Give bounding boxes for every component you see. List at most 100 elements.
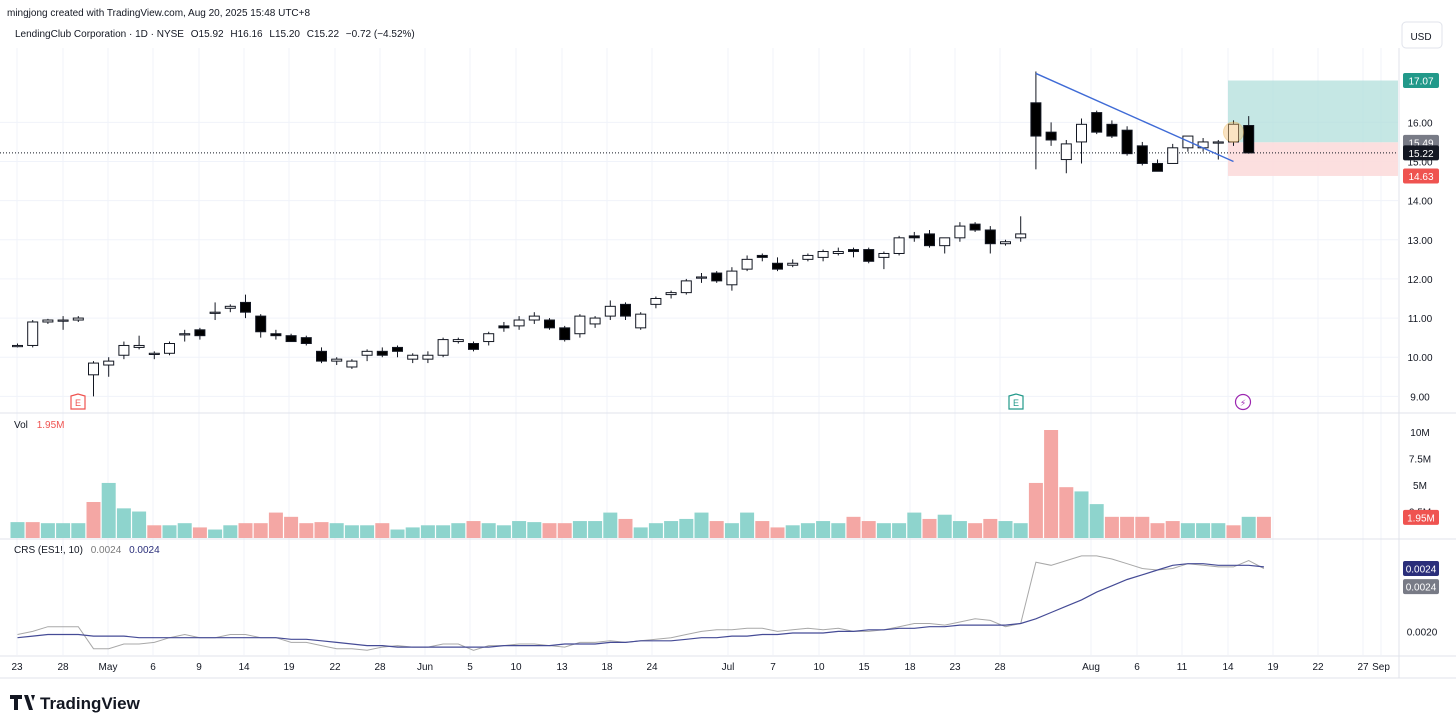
volume-bar	[147, 525, 162, 538]
candle-body	[1152, 162, 1163, 172]
candle-body	[954, 225, 966, 239]
volume-bar	[664, 521, 679, 538]
candle-body	[255, 315, 267, 333]
volume-bar	[177, 523, 192, 538]
candle-body	[331, 358, 343, 362]
candle-body	[787, 262, 799, 266]
tradingview-logo[interactable]: TradingView	[10, 694, 141, 713]
candle-body	[224, 305, 236, 309]
volume-bar	[512, 521, 527, 538]
candle-body	[1015, 233, 1027, 239]
time-tick-label: 15	[858, 662, 870, 673]
candle-body	[316, 350, 327, 362]
candle-body	[361, 350, 373, 356]
time-tick-label: May	[99, 662, 118, 673]
candle-body	[544, 319, 555, 329]
candle-body	[1136, 145, 1148, 164]
target-price-tag-bg	[1403, 72, 1439, 88]
candle-body	[620, 303, 631, 317]
volume-bar	[542, 523, 557, 538]
earnings-marker-label: E	[1013, 398, 1019, 408]
volume-bar	[633, 527, 648, 538]
candle-body	[1045, 131, 1057, 141]
volume-tick-label: 10M	[1410, 428, 1429, 439]
candle-body	[1121, 129, 1133, 155]
candle-body	[726, 270, 738, 286]
time-tick-label: 7	[770, 662, 776, 673]
volume-bar	[1180, 523, 1195, 538]
volume-bar	[1165, 521, 1180, 538]
time-tick-label: 18	[601, 662, 613, 673]
ohlc-low: L15.20	[269, 29, 300, 40]
volume-bar	[40, 523, 55, 538]
candle-body	[817, 251, 829, 258]
volume-bar	[1135, 516, 1150, 538]
candle-body	[452, 339, 464, 343]
time-tick-label: 24	[646, 662, 658, 673]
volume-bar	[724, 523, 739, 538]
candle-body	[711, 272, 723, 282]
candle-body	[27, 321, 39, 346]
time-tick-label: 14	[238, 662, 250, 673]
candle-body	[908, 235, 920, 239]
volume-bar	[1196, 523, 1211, 538]
crs-fast-line	[17, 555, 1265, 651]
event-markers[interactable]: E E ⚡	[70, 393, 1252, 411]
candle-body	[741, 258, 753, 270]
candle-body	[589, 317, 601, 325]
candle-body	[696, 276, 707, 279]
volume-bar	[268, 512, 283, 538]
price-tick-label: 12.00	[1407, 275, 1432, 286]
time-tick-label: Jul	[722, 662, 735, 673]
volume-bar	[86, 502, 101, 538]
volume-bar	[1241, 516, 1256, 538]
volume-bar	[314, 522, 329, 538]
crs-slow-tag: 0.0024	[1406, 564, 1437, 575]
candle-body	[407, 354, 419, 360]
volume-bar	[253, 523, 268, 538]
trendline-drawing[interactable]	[1035, 72, 1234, 163]
volume-bar	[238, 523, 253, 538]
volume-bar	[679, 518, 694, 538]
time-tick-label: 9	[196, 662, 202, 673]
dividend-event-marker	[1234, 393, 1252, 411]
price-tick-label: 16.00	[1407, 118, 1432, 129]
long-position-tool[interactable]	[0, 80, 1398, 176]
time-tick-label: Jun	[417, 662, 433, 673]
earnings-marker-label: E	[75, 398, 81, 408]
candle-body	[1212, 141, 1224, 144]
volume-bar	[344, 525, 359, 538]
ohlc-change: −0.72 (−4.52%)	[346, 29, 415, 40]
volume-bar	[10, 522, 25, 538]
candle-body	[939, 237, 951, 247]
currency-button[interactable]	[1401, 21, 1443, 49]
time-tick-label: 6	[1134, 662, 1140, 673]
time-tick-label: 13	[556, 662, 568, 673]
candle-body	[680, 280, 692, 294]
earnings-marker	[70, 393, 86, 410]
stop-price-tag-bg	[1403, 168, 1439, 184]
volume-legend-value: 1.95M	[37, 420, 65, 431]
time-tick-label: 27	[1357, 662, 1369, 673]
volume-bar	[284, 516, 299, 538]
volume-bar	[1013, 523, 1028, 538]
volume-bar	[952, 521, 967, 538]
time-tick-label: 10	[510, 662, 522, 673]
candle-body	[513, 319, 525, 327]
candle-body	[42, 319, 54, 323]
time-tick-label: 22	[1312, 662, 1324, 673]
candle-body	[1106, 123, 1118, 137]
price-tick-label: 14.00	[1407, 197, 1432, 208]
volume-bar	[481, 523, 496, 538]
volume-bar	[572, 521, 587, 538]
volume-bar	[223, 525, 238, 538]
candle-body	[1243, 124, 1255, 154]
volume-bar	[937, 514, 952, 538]
volume-bar	[1150, 523, 1165, 538]
crs-slow-line	[17, 563, 1264, 648]
volume-bar	[71, 523, 86, 538]
earnings-marker	[1008, 393, 1024, 410]
time-tick-label: 28	[994, 662, 1006, 673]
grid	[0, 48, 1456, 679]
